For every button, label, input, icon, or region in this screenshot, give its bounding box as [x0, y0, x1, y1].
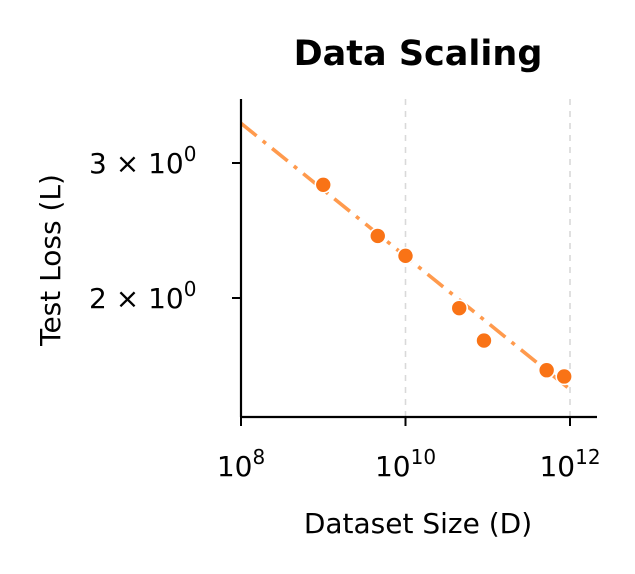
y-ticks: 3 × 100 2 × 100 [89, 142, 241, 315]
x-ticks: 108 1010 1012 [217, 417, 601, 483]
data-point [396, 247, 415, 265]
data-points [314, 175, 573, 386]
data-point [450, 299, 469, 317]
chart-title: Data Scaling [294, 34, 543, 74]
x-tick-label: 1012 [539, 445, 600, 483]
data-point [368, 227, 387, 245]
x-axis-label: Dataset Size (D) [304, 507, 532, 540]
x-tick-label: 1010 [375, 445, 436, 483]
data-point [475, 331, 493, 350]
data-point [555, 367, 573, 386]
y-tick-label: 2 × 100 [89, 277, 196, 315]
y-tick-label: 3 × 100 [89, 142, 196, 180]
data-point [537, 361, 556, 380]
y-axis-label: Test Loss (L) [34, 174, 67, 347]
x-tick-label: 108 [217, 445, 265, 483]
data-point [314, 175, 333, 194]
